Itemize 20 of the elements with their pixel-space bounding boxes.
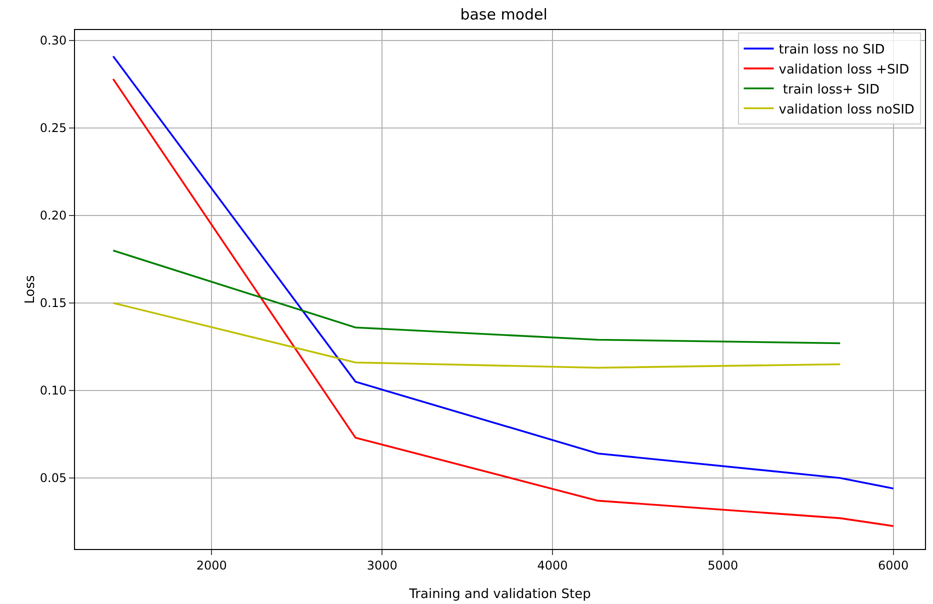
y-tick-label: 0.15 xyxy=(40,296,67,310)
x-tick-label: 5000 xyxy=(708,558,738,572)
x-tick-label: 2000 xyxy=(196,558,227,572)
x-tick-label: 6000 xyxy=(878,558,909,572)
y-axis-title: Loss xyxy=(22,275,38,304)
y-tick-label: 0.10 xyxy=(40,384,67,398)
legend-label: train loss+ SID xyxy=(778,82,880,98)
x-tick-label: 4000 xyxy=(537,558,568,572)
legend-label: train loss no SID xyxy=(778,42,885,58)
x-axis-title: Training and validation Step xyxy=(408,587,591,602)
y-tick-label: 0.20 xyxy=(40,208,67,223)
chart-title: base model xyxy=(460,6,548,24)
y-tick-label: 0.30 xyxy=(40,34,67,48)
legend-label: validation loss noSID xyxy=(778,102,914,118)
y-tick-label: 0.05 xyxy=(40,471,67,486)
line-series xyxy=(112,302,842,369)
y-tick-label: 0.25 xyxy=(40,121,67,136)
line-series xyxy=(112,250,842,344)
x-tick-label: 3000 xyxy=(366,558,398,572)
legend-label: validation loss +SID xyxy=(778,62,910,78)
